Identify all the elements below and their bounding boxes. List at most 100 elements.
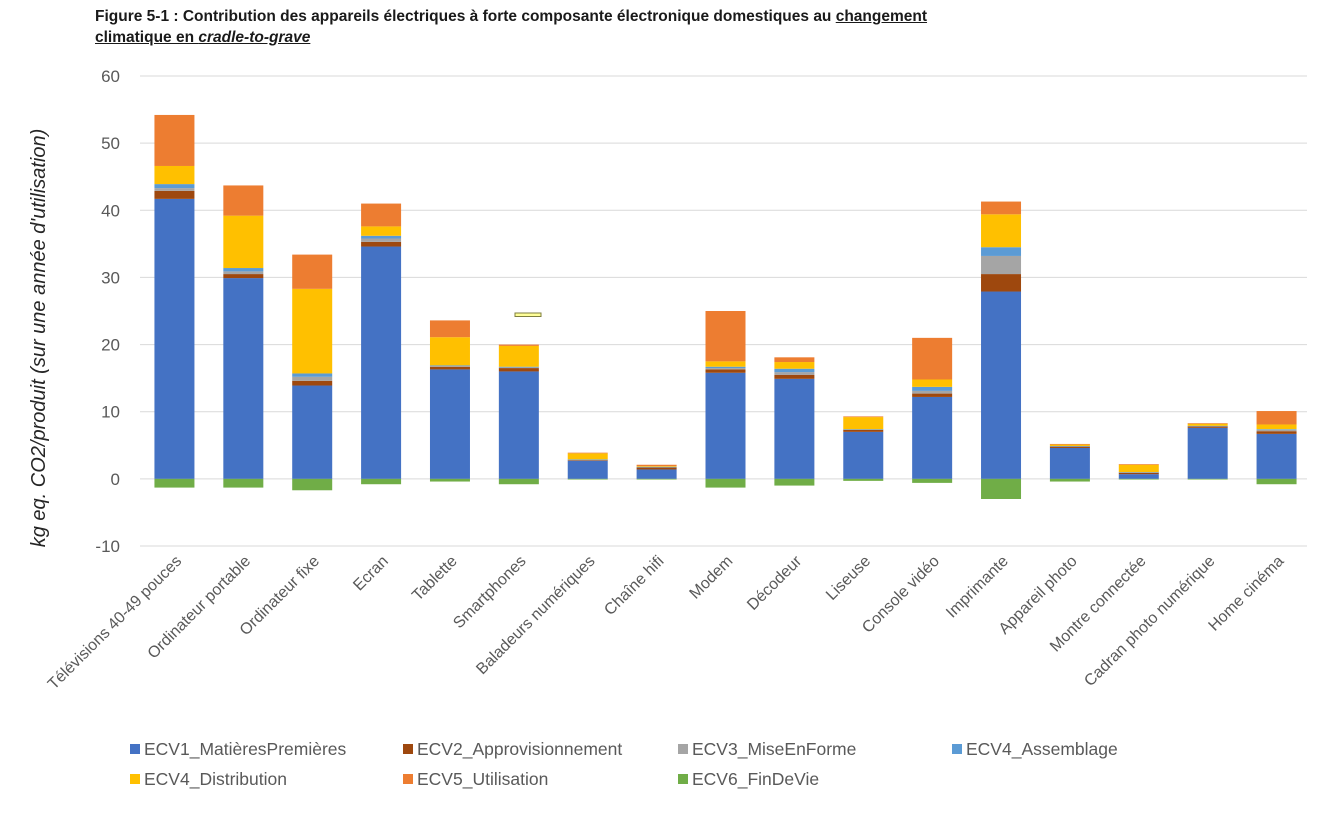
bar-segment-ecv5-utilisation-8 [705, 311, 746, 362]
legend-swatch [403, 774, 413, 784]
bar-segment-ecv4-assemblage-4 [429, 365, 470, 367]
bar-segment-ecv3-miseenforme-0 [154, 188, 195, 191]
bar-segment-ecv2-approvisionnement-14 [1118, 472, 1159, 475]
y-tick-label: 20 [101, 336, 120, 355]
x-tick-label: Imprimante [943, 553, 1012, 622]
bar-segment-ecv4-distribution-15 [1187, 423, 1228, 426]
bar-segment-ecv6-findevie-3 [361, 478, 402, 485]
bar-segment-ecv4-assemblage-3 [361, 235, 402, 239]
legend-swatch [952, 744, 962, 754]
bar-segment-ecv6-findevie-5 [498, 478, 539, 485]
bar-segment-ecv6-findevie-14 [1118, 478, 1159, 480]
bar-segment-ecv1-mati-respremi-res-0 [154, 198, 195, 479]
y-tick-label: 60 [101, 67, 120, 86]
bar-segment-ecv6-findevie-16 [1256, 478, 1297, 485]
bar-segment-ecv3-miseenforme-3 [361, 238, 402, 242]
bar-segment-ecv5-utilisation-10 [843, 416, 884, 418]
bar-segment-ecv4-assemblage-5 [498, 366, 539, 368]
bar-segment-ecv6-findevie-1 [223, 478, 264, 488]
x-tick-label: Ecran [350, 553, 392, 595]
bar-segment-ecv4-assemblage-11 [912, 386, 953, 391]
bar-segment-ecv4-assemblage-8 [705, 366, 746, 369]
bar-segment-ecv4-distribution-10 [843, 417, 884, 430]
bar-segment-ecv4-assemblage-6 [567, 459, 608, 460]
bar-segment-ecv3-miseenforme-1 [223, 271, 264, 275]
bar-segment-ecv6-findevie-11 [912, 478, 953, 483]
bar-segment-ecv4-distribution-14 [1118, 464, 1159, 473]
bar-segment-ecv1-mati-respremi-res-8 [705, 372, 746, 479]
bar-segment-ecv5-utilisation-14 [1118, 464, 1159, 465]
x-tick-label: Cadran photo numérique [1081, 553, 1218, 690]
bar-segment-ecv4-assemblage-10 [843, 429, 884, 430]
bar-segment-ecv4-assemblage-7 [636, 466, 677, 468]
legend-swatch [403, 744, 413, 754]
bar-segment-ecv2-approvisionnement-4 [429, 366, 470, 370]
bar-segment-ecv4-distribution-7 [636, 466, 677, 467]
y-tick-label: 50 [101, 134, 120, 153]
bar-segment-ecv3-miseenforme-16 [1256, 429, 1297, 432]
bar-segment-ecv4-assemblage-2 [292, 373, 333, 377]
y-tick-label: 30 [101, 268, 120, 287]
bar-segment-ecv1-mati-respremi-res-16 [1256, 433, 1297, 479]
bar-segment-ecv6-findevie-8 [705, 478, 746, 488]
bar-segment-ecv4-distribution-9 [774, 362, 815, 369]
bar-segment-ecv2-approvisionnement-9 [774, 374, 815, 379]
bar-segment-ecv1-mati-respremi-res-13 [1049, 447, 1090, 479]
bar-segment-ecv5-utilisation-6 [567, 452, 608, 454]
legend-label: ECV6_FinDeVie [692, 769, 819, 790]
bar-segment-ecv2-approvisionnement-6 [567, 460, 608, 461]
legend: ECV1_MatièresPremières ECV2_Approvisionne… [130, 739, 1118, 790]
bar-segment-ecv5-utilisation-11 [912, 337, 953, 380]
y-tick-label: 10 [101, 403, 120, 422]
x-tick-label: Télévisions 40-49 pouces [45, 553, 185, 693]
bar-segment-ecv4-distribution-6 [567, 453, 608, 460]
bar-segment-ecv2-approvisionnement-8 [705, 369, 746, 373]
bar-segment-ecv5-utilisation-3 [361, 203, 402, 227]
bar-segment-ecv4-distribution-13 [1049, 444, 1090, 446]
bar-segment-ecv5-utilisation-2 [292, 254, 333, 289]
bar-segment-ecv1-mati-respremi-res-3 [361, 246, 402, 479]
x-tick-label: Chaîne hifi [601, 553, 667, 619]
legend-label: ECV5_Utilisation [417, 769, 548, 790]
bar-segment-ecv5-utilisation-7 [636, 464, 677, 467]
bar-segment-ecv6-findevie-0 [154, 478, 195, 488]
chart-title: Figure 5-1 : Contribution des appareils … [95, 6, 927, 48]
bar-segment-ecv5-utilisation-9 [774, 357, 815, 363]
bar-segment-ecv3-miseenforme-8 [705, 368, 746, 370]
bar-segment-ecv5-utilisation-4 [429, 320, 470, 338]
x-tick-label: Baladeurs numériques [473, 553, 598, 678]
legend-swatch [678, 744, 688, 754]
bar-segment-ecv3-miseenforme-11 [912, 390, 953, 394]
bar-segment-ecv2-approvisionnement-12 [981, 274, 1022, 292]
bar-segment-ecv1-mati-respremi-res-2 [292, 385, 333, 479]
bar-segment-ecv2-approvisionnement-11 [912, 393, 953, 397]
title-text: climatique en [95, 29, 199, 46]
bar-segment-ecv1-mati-respremi-res-5 [498, 371, 539, 479]
bar-segment-ecv2-approvisionnement-10 [843, 429, 884, 432]
bar-segment-ecv3-miseenforme-2 [292, 376, 333, 381]
x-tick-label: Liseuse [823, 553, 874, 604]
bar-segment-ecv4-distribution-8 [705, 361, 746, 367]
bar-segment-ecv5-utilisation-5 [498, 344, 539, 346]
legend-label: ECV4_Distribution [144, 769, 287, 790]
bar-segment-ecv1-mati-respremi-res-6 [567, 460, 608, 479]
bar-segment-ecv3-miseenforme-9 [774, 372, 815, 375]
bar-segment-ecv4-assemblage-0 [154, 184, 195, 189]
y-tick-label: 40 [101, 201, 120, 220]
bar-segment-ecv1-mati-respremi-res-1 [223, 278, 264, 479]
title-line-1: Figure 5-1 : Contribution des appareils … [95, 6, 927, 27]
y-tick-label: -10 [95, 537, 120, 556]
bar-segment-ecv4-distribution-1 [223, 215, 264, 269]
bar-segment-ecv3-miseenforme-14 [1118, 472, 1159, 473]
bar-segment-ecv1-mati-respremi-res-15 [1187, 427, 1228, 479]
legend-swatch [130, 744, 140, 754]
bar-segment-ecv4-assemblage-12 [981, 247, 1022, 256]
bar-segment-ecv5-utilisation-0 [154, 114, 195, 166]
title-line-2: climatique en cradle-to-grave [95, 27, 927, 48]
bar-segment-ecv3-miseenforme-13 [1049, 446, 1090, 447]
bar-segment-ecv4-distribution-16 [1256, 424, 1297, 430]
bar-segment-ecv6-findevie-4 [429, 478, 470, 482]
bar-segment-ecv6-findevie-9 [774, 478, 815, 486]
bar-segment-ecv1-mati-respremi-res-12 [981, 291, 1022, 479]
